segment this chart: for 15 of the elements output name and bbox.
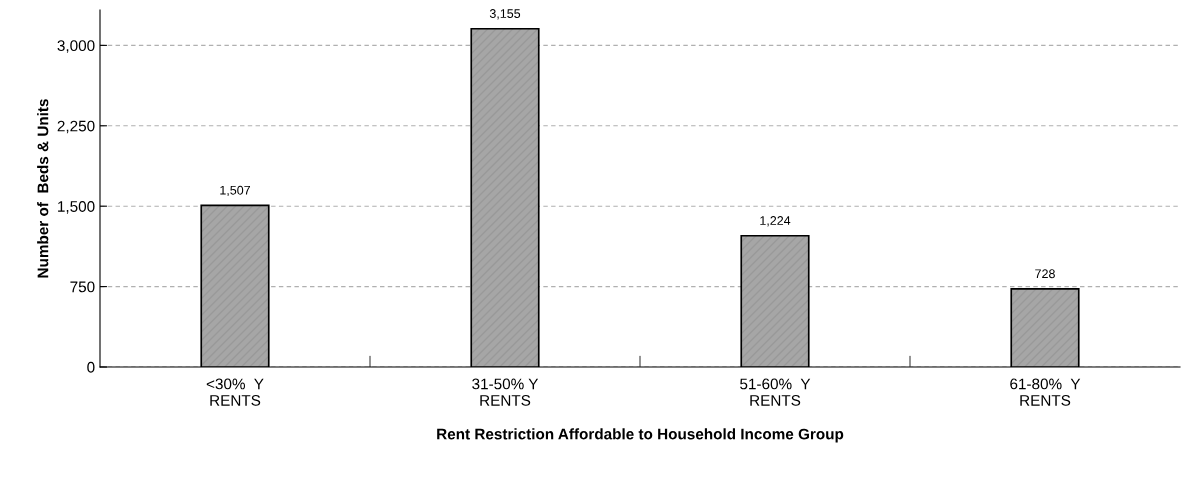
y-axis-title: Number of Beds & Units [37,99,49,278]
data-label: 3,155 [489,9,521,20]
y-tick-label: 2,250 [57,120,95,134]
x-axis-title: Rent Restriction Affordable to Household Income Group [437,428,844,443]
data-label: 728 [1035,269,1055,279]
x-tick-label: 31-50% Y RENTS [472,378,539,406]
y-tick-label: 750 [70,281,95,293]
y-tick-label: 1,500 [58,201,95,214]
y-tick-label: 0 [87,361,95,373]
data-label: 1,224 [760,216,791,227]
y-tick-label: 3,000 [57,40,95,53]
x-tick-label: <30% Y RENTS [206,378,264,406]
data-label: 1,507 [220,185,251,197]
x-tick-label: 51-60% Y RENTS [740,378,811,406]
x-tick-label: 61-80% Y RENTS [1010,378,1081,406]
